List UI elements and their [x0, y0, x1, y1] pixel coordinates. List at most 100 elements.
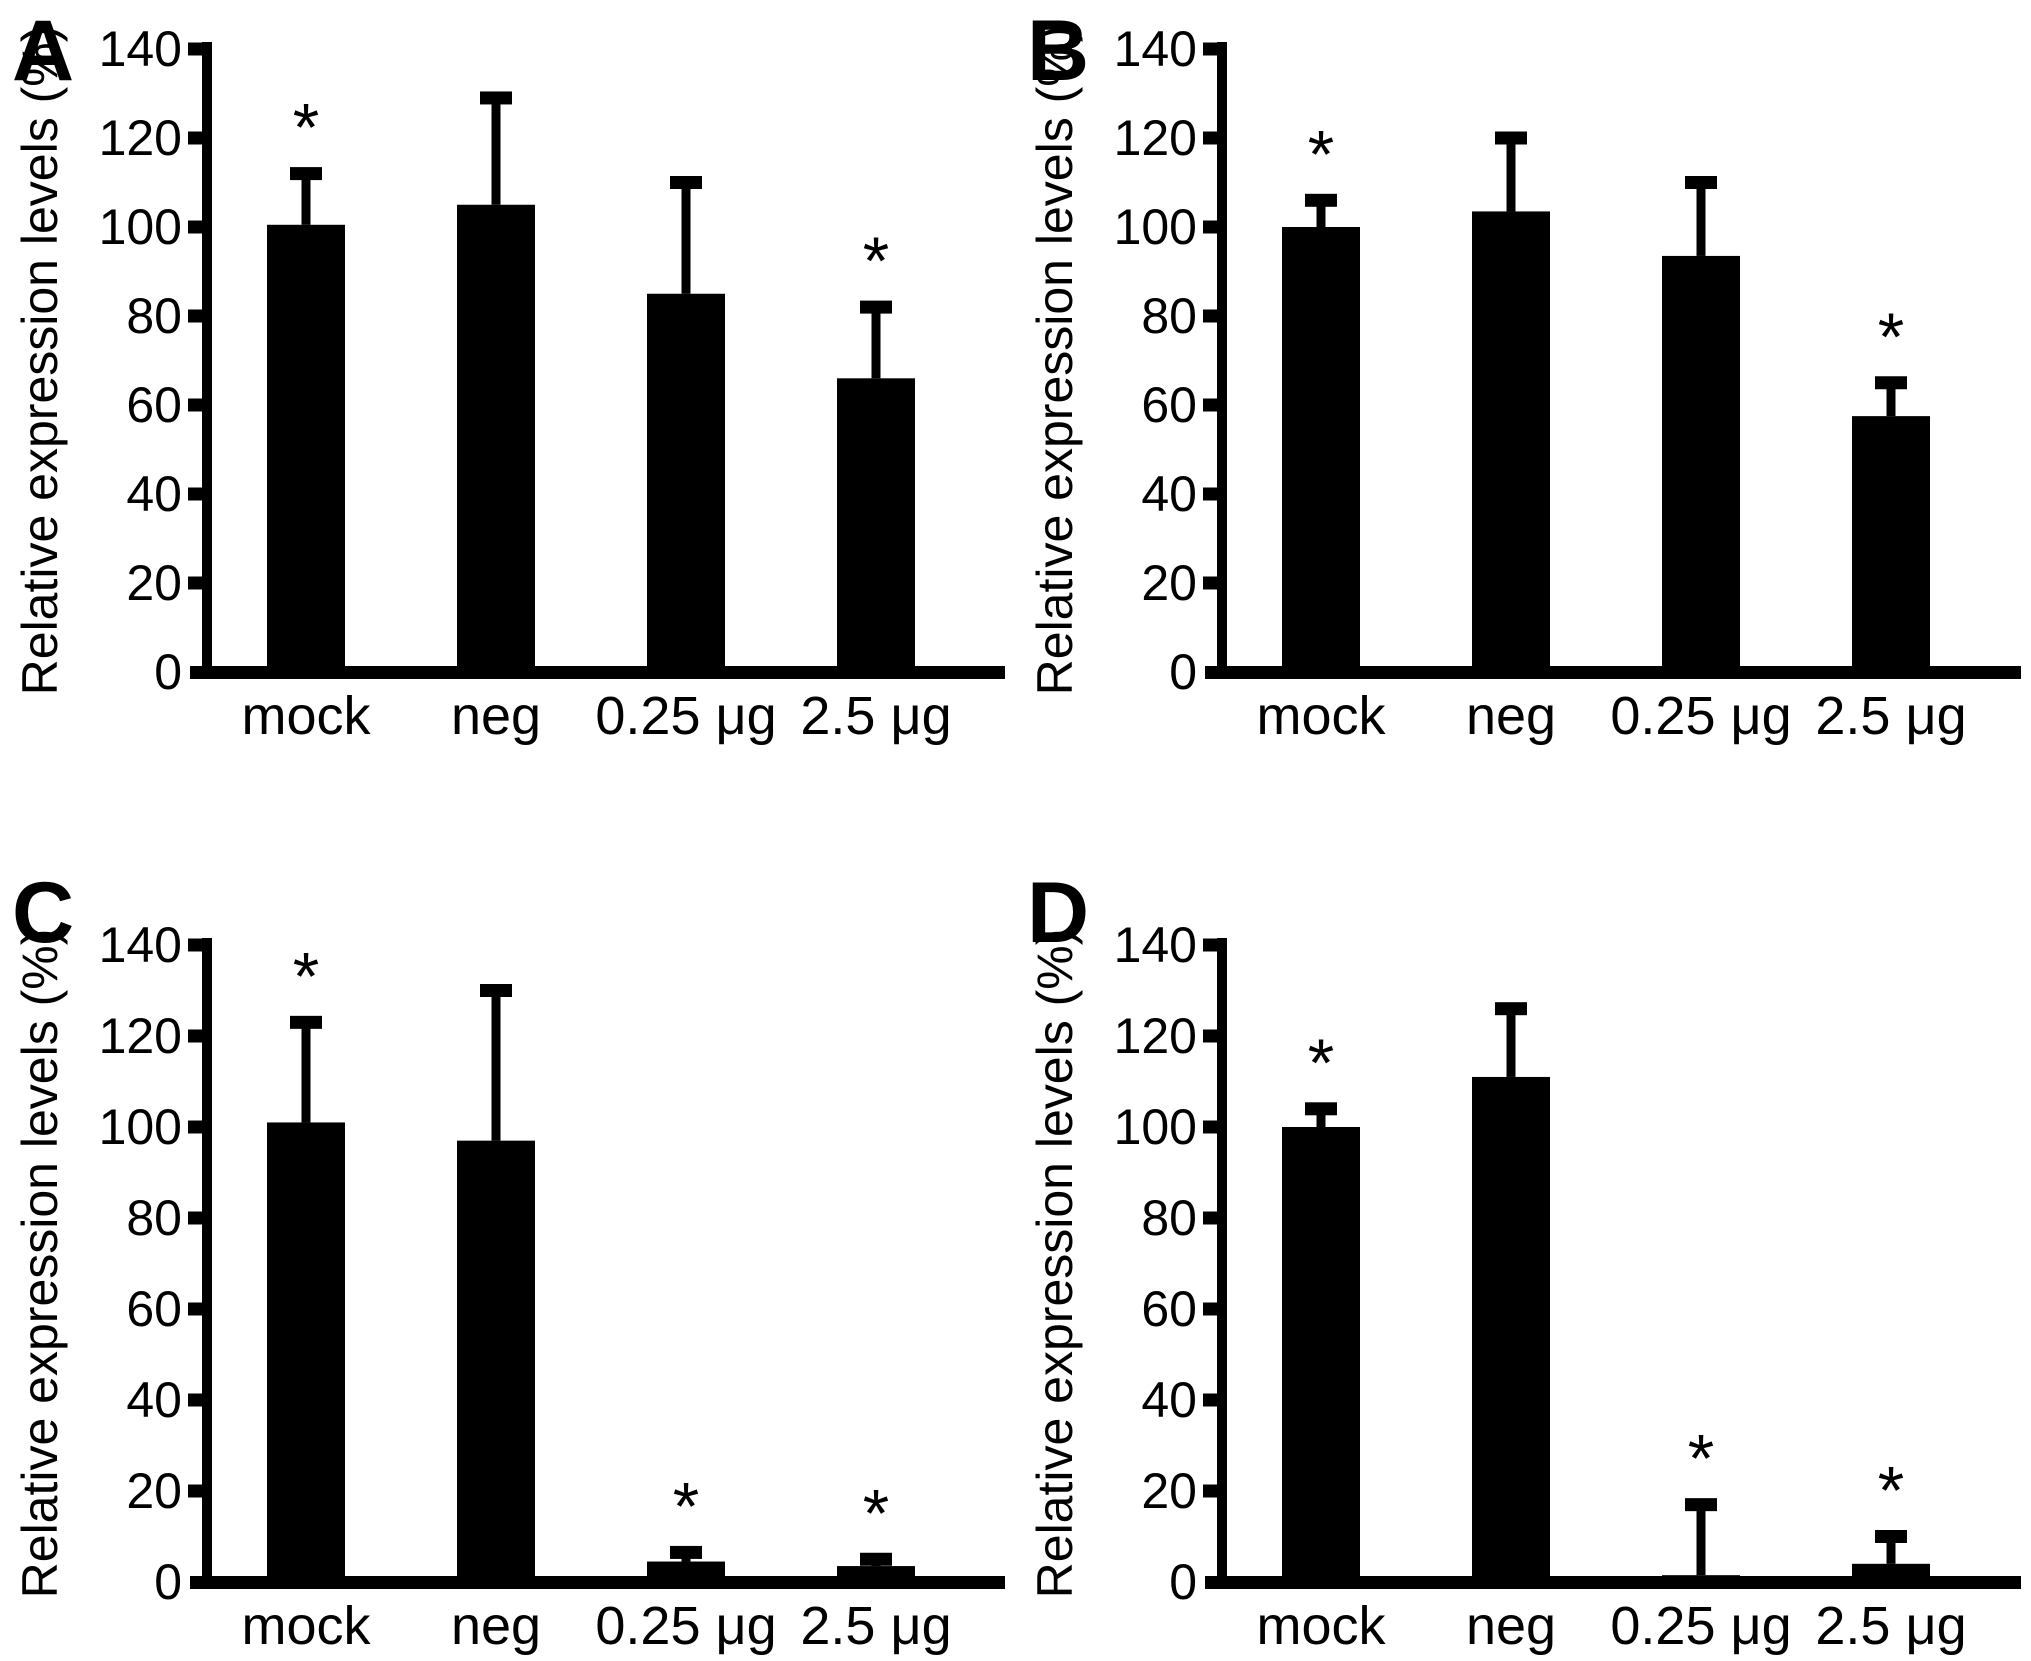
bar-neg: [1472, 211, 1550, 673]
y-tick-140: [188, 42, 212, 56]
y-tick-120: [1203, 131, 1227, 145]
error-cap-neg: [1495, 1002, 1527, 1016]
bar-mock: [267, 224, 345, 672]
y-tick-label-120: 120: [99, 1008, 182, 1064]
significance-asterisk-2.5 μg: *: [863, 223, 889, 299]
y-tick-40: [188, 1393, 212, 1407]
y-tick-80: [1203, 309, 1227, 323]
y-tick-100: [188, 220, 212, 234]
y-tick-140: [1203, 938, 1227, 952]
y-tick-40: [1203, 487, 1227, 501]
error-cap-0.25 μg: [1685, 1498, 1717, 1512]
error-whisker-neg: [491, 97, 501, 205]
panel-letter: C: [12, 865, 74, 961]
panel-letter: D: [1027, 865, 1089, 961]
error-whisker-0.25 μg: [1696, 182, 1706, 256]
y-tick-label-100: 100: [1114, 199, 1197, 255]
bar-2.5 μg: [837, 1566, 915, 1582]
y-tick-label-60: 60: [1141, 377, 1197, 433]
y-tick-40: [188, 487, 212, 501]
y-tick-120: [188, 1029, 212, 1043]
y-tick-120: [188, 131, 212, 145]
x-label-0.25 μg: 0.25 μg: [1610, 686, 1791, 746]
bar-neg: [457, 204, 535, 672]
y-tick-label-140: 140: [1114, 21, 1197, 77]
error-whisker-mock: [301, 1022, 311, 1123]
y-axis-line: [1217, 42, 1227, 672]
y-axis-title: Relative expression levels (%): [12, 26, 68, 696]
y-tick-label-0: 0: [1169, 1554, 1197, 1610]
y-tick-label-60: 60: [1141, 1281, 1197, 1337]
x-label-0.25 μg: 0.25 μg: [595, 686, 776, 746]
y-tick-80: [188, 1211, 212, 1225]
x-label-neg: neg: [451, 686, 541, 746]
y-axis-line: [202, 938, 212, 1582]
y-tick-80: [1203, 1211, 1227, 1225]
significance-asterisk-2.5 μg: *: [1878, 1453, 1904, 1529]
y-tick-20: [188, 576, 212, 590]
bar-neg: [457, 1140, 535, 1582]
y-tick-label-0: 0: [154, 644, 182, 700]
y-tick-label-60: 60: [126, 1281, 182, 1337]
bar-2.5 μg: [837, 378, 915, 672]
y-tick-label-140: 140: [99, 21, 182, 77]
y-tick-60: [1203, 1302, 1227, 1316]
x-label-mock: mock: [241, 1596, 371, 1656]
y-tick-label-40: 40: [1141, 1372, 1197, 1428]
significance-asterisk-0.25 μg: *: [673, 1468, 699, 1544]
y-axis-title: Relative expression levels (%): [12, 929, 68, 1599]
y-tick-label-80: 80: [126, 1190, 182, 1246]
significance-asterisk-mock: *: [293, 90, 319, 166]
error-cap-0.25 μg: [670, 176, 702, 189]
y-tick-label-20: 20: [126, 555, 182, 611]
y-tick-label-140: 140: [1114, 917, 1197, 973]
panel-letter: B: [1027, 3, 1089, 99]
error-cap-mock: [1305, 1102, 1337, 1116]
significance-asterisk-2.5 μg: *: [863, 1475, 889, 1551]
x-label-0.25 μg: 0.25 μg: [595, 1596, 776, 1656]
error-cap-neg: [480, 984, 512, 997]
y-tick-80: [188, 309, 212, 323]
error-whisker-2.5 μg: [1886, 382, 1896, 417]
x-label-0.25 μg: 0.25 μg: [1610, 1596, 1791, 1656]
error-cap-2.5 μg: [860, 300, 892, 314]
x-axis-baseline: [1205, 1576, 2021, 1589]
y-tick-120: [1203, 1029, 1227, 1043]
y-tick-label-0: 0: [154, 1554, 182, 1610]
y-tick-label-80: 80: [1141, 1190, 1197, 1246]
y-tick-label-140: 140: [99, 917, 182, 973]
y-tick-label-100: 100: [99, 199, 182, 255]
x-label-2.5 μg: 2.5 μg: [1815, 1596, 1966, 1656]
y-tick-140: [188, 938, 212, 952]
significance-asterisk-0.25 μg: *: [1688, 1421, 1714, 1497]
bar-mock: [1282, 1127, 1360, 1582]
y-tick-label-120: 120: [1114, 1008, 1197, 1064]
bar-2.5 μg: [1852, 416, 1930, 672]
x-axis-baseline: [190, 666, 1005, 679]
error-cap-mock: [290, 1015, 322, 1029]
significance-asterisk-mock: *: [1308, 1025, 1334, 1101]
x-label-mock: mock: [241, 686, 371, 746]
y-axis-line: [202, 42, 212, 672]
significance-asterisk-mock: *: [1308, 116, 1334, 192]
error-cap-mock: [1305, 193, 1337, 207]
error-whisker-neg: [491, 990, 501, 1141]
error-whisker-0.25 μg: [681, 182, 691, 294]
y-tick-label-20: 20: [1141, 1463, 1197, 1519]
y-tick-label-0: 0: [1169, 644, 1197, 700]
y-tick-label-20: 20: [126, 1463, 182, 1519]
y-tick-20: [188, 1484, 212, 1498]
x-label-2.5 μg: 2.5 μg: [800, 1596, 951, 1656]
significance-asterisk-mock: *: [293, 938, 319, 1014]
bar-neg: [1472, 1076, 1550, 1582]
y-tick-label-80: 80: [126, 288, 182, 344]
y-tick-100: [188, 1120, 212, 1134]
error-whisker-2.5 μg: [871, 307, 881, 379]
bar-mock: [267, 1122, 345, 1582]
x-axis-baseline: [1205, 666, 2021, 679]
error-cap-2.5 μg: [1875, 1530, 1907, 1543]
error-whisker-neg: [1506, 1008, 1516, 1077]
